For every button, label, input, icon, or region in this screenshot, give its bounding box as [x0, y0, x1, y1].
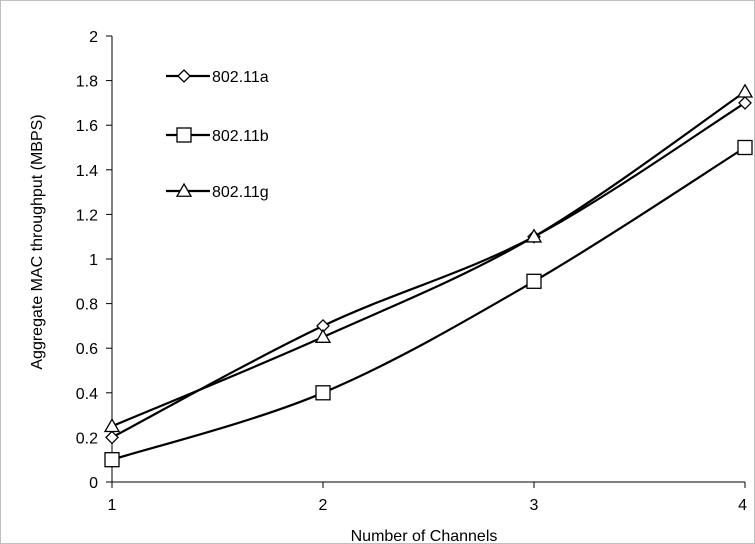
triangle-marker-icon [175, 182, 193, 197]
y-tick-label: 2 [89, 29, 98, 46]
x-tick-label: 4 [738, 497, 747, 514]
series-line [111, 90, 746, 428]
x-axis-title: Number of Channels [351, 528, 498, 544]
y-tick-label: 0.4 [76, 386, 98, 403]
data-point-marker [315, 385, 331, 401]
data-point-marker [738, 95, 752, 110]
legend-label: 802.11g [212, 184, 269, 201]
data-point-marker [104, 452, 120, 468]
plot-area [103, 83, 754, 468]
legend: 802.11a 802.11b 802.11g [166, 69, 269, 201]
legend-label: 802.11b [212, 128, 269, 145]
series-line [111, 146, 746, 461]
y-tick-label: 0 [89, 475, 98, 492]
data-point-marker [105, 430, 119, 445]
y-tick-label: 1.2 [76, 207, 98, 224]
legend-label: 802.11a [212, 69, 269, 86]
y-tick-label: 0.8 [76, 297, 98, 314]
x-tick-label: 2 [319, 497, 328, 514]
y-tick-label: 1.4 [76, 163, 98, 180]
y-tick-label: 1.6 [76, 118, 98, 135]
x-tick-label: 3 [530, 497, 539, 514]
legend-item: 802.11a [166, 69, 269, 86]
y-axis-title: Aggregate MAC throughput (MBPS) [29, 114, 46, 369]
x-tick-label: 1 [108, 497, 117, 514]
square-marker-icon [176, 127, 192, 143]
diamond-marker-icon [177, 69, 191, 83]
data-point-marker [526, 273, 542, 289]
data-point-marker [737, 139, 753, 156]
axes: 0 0.2 0.4 0.6 0.8 1 1.2 1.4 1.6 1.8 2 1 2 3 4 [76, 29, 747, 514]
data-point-marker [103, 417, 121, 433]
data-point-marker [525, 228, 543, 243]
data-point-marker [314, 328, 332, 343]
legend-item: 802.11b [166, 127, 269, 145]
y-tick-label: 1 [89, 252, 98, 269]
data-point-marker [736, 83, 754, 98]
series-802-11b [104, 139, 753, 468]
y-tick-label: 1.8 [76, 74, 98, 91]
y-tick-label: 0.2 [76, 430, 98, 447]
legend-item: 802.11g [166, 182, 269, 201]
series-802-11g [103, 83, 754, 433]
y-tick-label: 0.6 [76, 341, 98, 358]
